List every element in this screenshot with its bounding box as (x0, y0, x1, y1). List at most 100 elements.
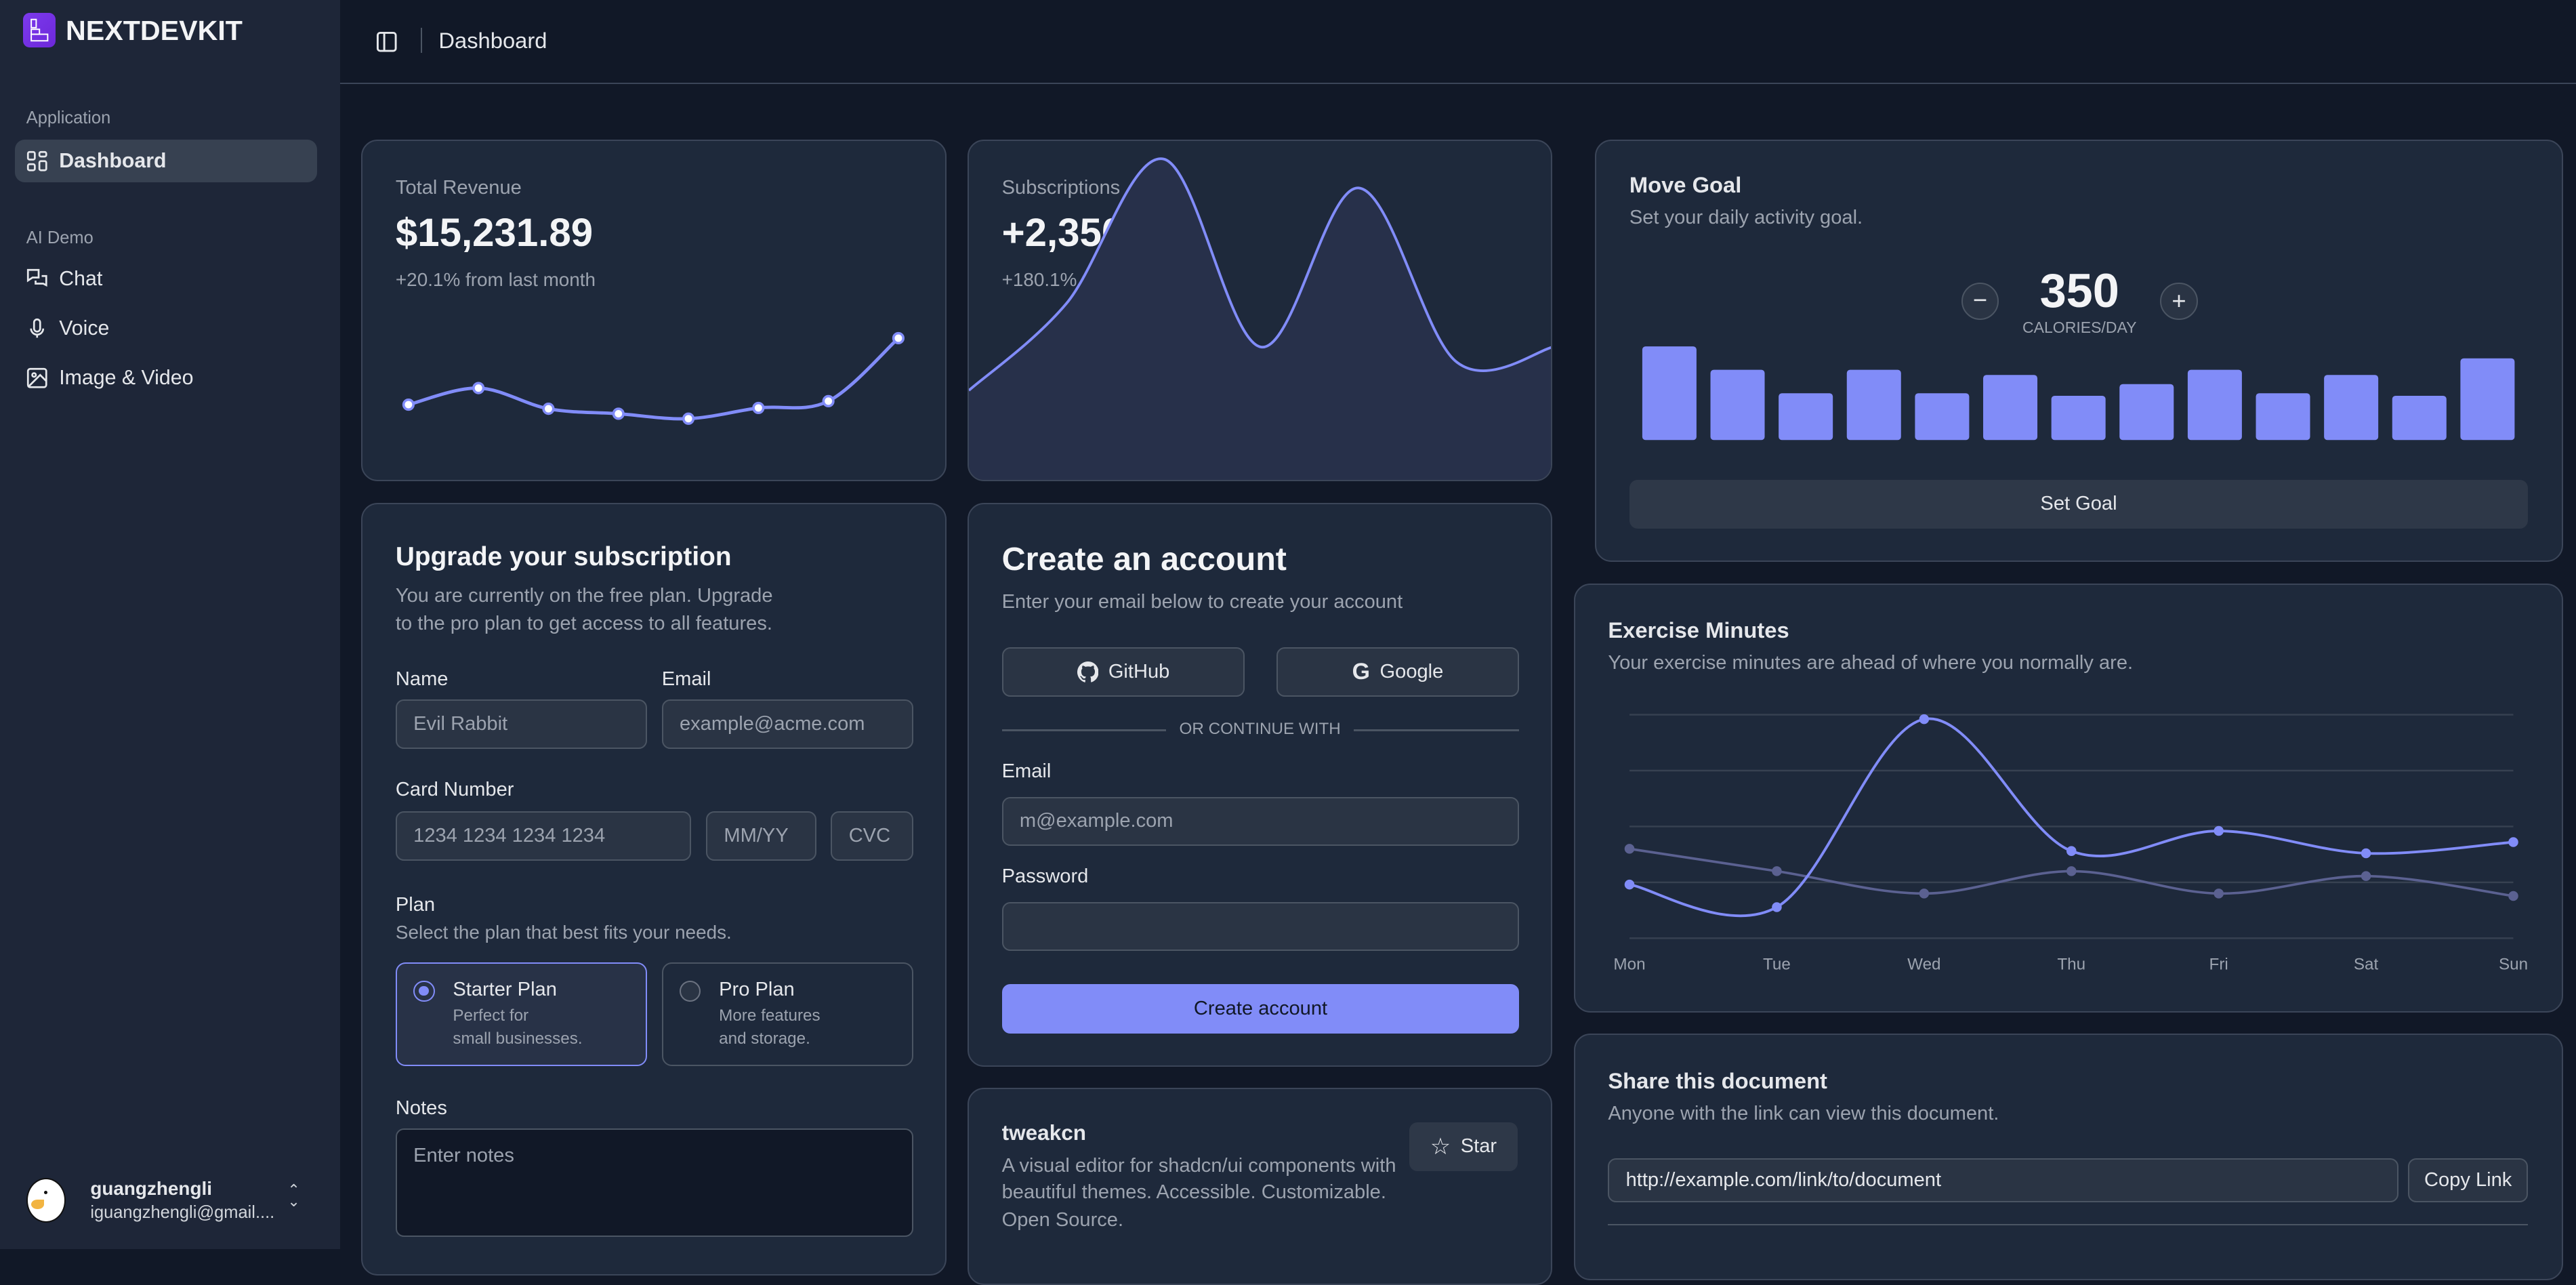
tweakcn-card: tweakcn A visual editor for shadcn/ui co… (968, 1088, 1553, 1285)
layout-grid-icon (26, 150, 47, 171)
sidebar-item-label: Dashboard (59, 149, 167, 172)
share-link: http://example.com/link/to/document (1625, 1169, 1942, 1191)
expiry-placeholder: MM/YY (724, 825, 789, 847)
cvc-input[interactable]: CVC (831, 811, 913, 861)
x-tick-label: Wed (1907, 955, 1940, 973)
expiry-input[interactable]: MM/YY (706, 811, 816, 861)
email-input[interactable]: example@acme.com (661, 699, 913, 750)
revenue-point (402, 399, 415, 411)
divider (1608, 1223, 2529, 1226)
plan-option-starter[interactable]: Starter Plan Perfect for small businesse… (395, 962, 647, 1067)
sidebar-item-chat[interactable]: Chat (15, 258, 317, 301)
cvc-placeholder: CVC (848, 825, 891, 847)
share-title: Share this document (1608, 1067, 1827, 1093)
github-button[interactable]: GitHub (1001, 647, 1245, 697)
goal-bar (1983, 375, 2038, 441)
sidebar-toggle-icon[interactable] (376, 31, 398, 53)
goal-bar (1642, 346, 1697, 441)
star-icon: ☆ (1430, 1133, 1451, 1160)
card-number-input[interactable]: 1234 1234 1234 1234 (395, 811, 692, 861)
subscriptions-chart (969, 157, 1552, 481)
page-title: Dashboard (438, 28, 547, 54)
logo-icon (22, 13, 56, 48)
move-goal-title: Move Goal (1629, 172, 1742, 198)
password-label: Password (1001, 865, 1089, 888)
sidebar-item-label: Voice (59, 317, 110, 340)
subscriptions-card: Subscriptions +2,350 +180.1% from last m… (968, 140, 1553, 482)
x-tick-label: Fri (2209, 955, 2228, 973)
move-goal-description: Set your daily activity goal. (1629, 207, 1863, 229)
exercise-point (1919, 714, 1929, 725)
exercise-point (2066, 846, 2077, 856)
exercise-description: Your exercise minutes are ahead of where… (1608, 652, 2134, 674)
exercise-point (1624, 879, 1635, 890)
exercise-point (1772, 901, 1782, 912)
share-link-input[interactable]: http://example.com/link/to/document (1608, 1158, 2398, 1203)
create-account-button[interactable]: Create account (1001, 983, 1520, 1034)
goal-bar (1779, 393, 1833, 441)
move-goal-card: Move Goal Set your daily activity goal. … (1595, 140, 2563, 563)
plus-icon: + (2172, 286, 2186, 314)
radio-icon (679, 980, 701, 1002)
plan-description: Select the plan that best fits your need… (395, 921, 732, 943)
name-placeholder: Evil Rabbit (413, 713, 508, 735)
share-description: Anyone with the link can view this docum… (1608, 1102, 1999, 1124)
revenue-card: Total Revenue $15,231.89 +20.1% from las… (361, 140, 947, 482)
revenue-point (822, 394, 835, 408)
user-menu[interactable]: guangzhengli iguangzhengli@gmail.... ⌃ ⌄ (15, 1170, 317, 1232)
subscriptions-area (969, 159, 1552, 481)
sidebar-item-image-video[interactable]: Image & Video (15, 356, 317, 399)
increase-button[interactable]: + (2160, 282, 2198, 321)
email-label: Email (661, 668, 711, 691)
revenue-point (752, 401, 765, 415)
create-email-input[interactable]: m@example.com (1001, 796, 1520, 847)
goal-bar (2324, 375, 2379, 441)
name-input[interactable]: Evil Rabbit (395, 699, 647, 750)
goal-value: 350 (2039, 263, 2119, 317)
create-account-label: Create account (1193, 997, 1328, 1019)
radio-selected-icon (413, 980, 435, 1002)
notes-placeholder: Enter notes (413, 1145, 514, 1167)
sidebar: NEXTDEVKIT Application Dashboard AI Demo… (0, 0, 340, 1249)
notes-textarea[interactable]: Enter notes (395, 1128, 913, 1238)
plan-option-pro[interactable]: Pro Plan More features and storage. (661, 962, 913, 1067)
revenue-point (542, 403, 555, 415)
revenue-line (408, 337, 900, 421)
create-account-card: Create an account Enter your email below… (968, 502, 1553, 1067)
exercise-line-chart: Mon Tue Wed Thu Fri Sat Sun (1613, 714, 2528, 973)
set-goal-button[interactable]: Set Goal (1629, 479, 2529, 529)
sidebar-item-voice[interactable]: Voice (15, 307, 317, 350)
plan-desc: Perfect for (453, 1006, 529, 1025)
plan-name: Starter Plan (453, 979, 557, 1001)
card-number-label: Card Number (395, 778, 514, 800)
revenue-change: +20.1% from last month (395, 269, 596, 291)
password-input[interactable] (1001, 901, 1520, 952)
goal-bar (1847, 369, 1902, 441)
exercise-point (2508, 891, 2518, 901)
plan-desc: More features (719, 1006, 820, 1025)
revenue-chart (402, 331, 905, 425)
set-goal-label: Set Goal (2040, 493, 2117, 515)
x-tick-label: Sat (2354, 955, 2379, 973)
plan-name: Pro Plan (719, 979, 795, 1001)
github-label: GitHub (1108, 660, 1170, 682)
minus-icon: − (1972, 285, 1988, 314)
email-label: Email (1001, 760, 1052, 783)
x-tick-label: Tue (1763, 955, 1791, 973)
x-tick-label: Sun (2499, 955, 2528, 973)
sidebar-item-dashboard[interactable]: Dashboard (14, 140, 317, 183)
upgrade-description: to the pro plan to get access to all fea… (395, 612, 772, 634)
plan-label: Plan (395, 893, 436, 916)
avatar (26, 1178, 66, 1223)
star-button[interactable]: ☆ Star (1409, 1122, 1518, 1172)
exercise-point (2066, 865, 2077, 876)
exercise-point (2214, 825, 2224, 836)
section-label-ai-demo: AI Demo (26, 228, 94, 248)
decrease-button[interactable]: − (1961, 282, 1999, 321)
move-goal-bar-chart (1642, 346, 2515, 441)
copy-link-button[interactable]: Copy Link (2408, 1158, 2529, 1203)
google-button[interactable]: G Google (1276, 647, 1520, 697)
tweakcn-description: beautiful themes. Accessible. Customizab… (1001, 1181, 1386, 1203)
share-card: Share this document Anyone with the link… (1573, 1034, 2563, 1280)
mic-icon (30, 319, 44, 338)
